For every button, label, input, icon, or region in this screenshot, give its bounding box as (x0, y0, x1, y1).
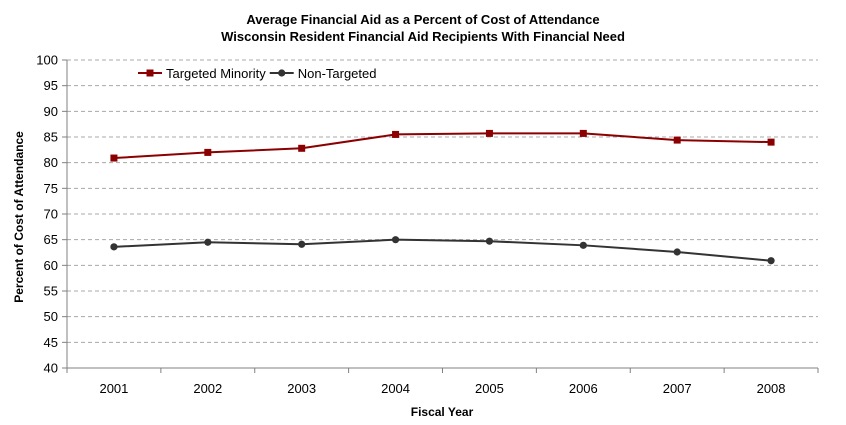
y-tick-label: 45 (44, 335, 58, 350)
y-tick-label: 75 (44, 181, 58, 196)
data-point-non-targeted (204, 238, 212, 246)
data-point-non-targeted (579, 241, 587, 249)
data-point-targeted-minority (579, 129, 587, 137)
x-tick-label: 2002 (193, 381, 222, 396)
series-line-targeted-minority (113, 132, 772, 160)
chart-subtitle: Wisconsin Resident Financial Aid Recipie… (221, 29, 625, 44)
data-point-non-targeted (110, 243, 118, 251)
x-tick-label: 2005 (475, 381, 504, 396)
legend-marker-targeted-minority (146, 69, 154, 77)
y-tick-label: 85 (44, 130, 58, 145)
y-tick-label: 40 (44, 361, 58, 376)
legend-marker-non-targeted (278, 69, 286, 77)
x-tick-label: 2008 (757, 381, 786, 396)
series-lines (110, 129, 775, 265)
x-tick-label: 2003 (287, 381, 316, 396)
y-axis-title: Percent of Cost of Attendance (12, 131, 26, 303)
data-point-targeted-minority (392, 130, 400, 138)
y-tick-label: 80 (44, 155, 58, 170)
x-tick-label: 2006 (569, 381, 598, 396)
data-point-targeted-minority (110, 154, 118, 162)
legend: Targeted Minority Non-Targeted (138, 66, 377, 81)
gridlines (67, 59, 818, 343)
data-point-non-targeted (673, 248, 681, 256)
data-point-targeted-minority (485, 129, 493, 137)
data-point-non-targeted (298, 240, 306, 248)
chart-title: Average Financial Aid as a Percent of Co… (246, 12, 600, 27)
data-point-targeted-minority (204, 148, 212, 156)
data-point-non-targeted (391, 236, 400, 244)
x-tick-label: 2001 (99, 381, 128, 396)
y-tick-label: 65 (44, 232, 58, 247)
y-tick-label: 70 (44, 207, 58, 222)
data-point-non-targeted (767, 257, 775, 265)
y-tick-label: 50 (44, 309, 58, 324)
data-point-non-targeted (485, 237, 494, 245)
y-tick-label: 60 (44, 258, 58, 273)
axes: 40 45 50 55 60 65 70 75 80 85 90 95 100 2001 2002 2003 2… (36, 53, 819, 396)
x-tick-label: 2004 (381, 381, 410, 396)
legend-label-targeted-minority: Targeted Minority (166, 66, 266, 81)
y-tick-label: 90 (44, 104, 58, 119)
x-axis-title: Fiscal Year (411, 405, 474, 419)
data-point-targeted-minority (673, 136, 681, 144)
data-point-targeted-minority (767, 138, 775, 146)
y-tick-label: 55 (44, 284, 58, 299)
x-tick-label: 2007 (663, 381, 692, 396)
y-tick-label: 100 (36, 53, 58, 68)
series-line-non-targeted (113, 238, 772, 262)
data-point-targeted-minority (298, 144, 306, 152)
legend-label-non-targeted: Non-Targeted (298, 66, 377, 81)
y-tick-label: 95 (44, 78, 58, 93)
